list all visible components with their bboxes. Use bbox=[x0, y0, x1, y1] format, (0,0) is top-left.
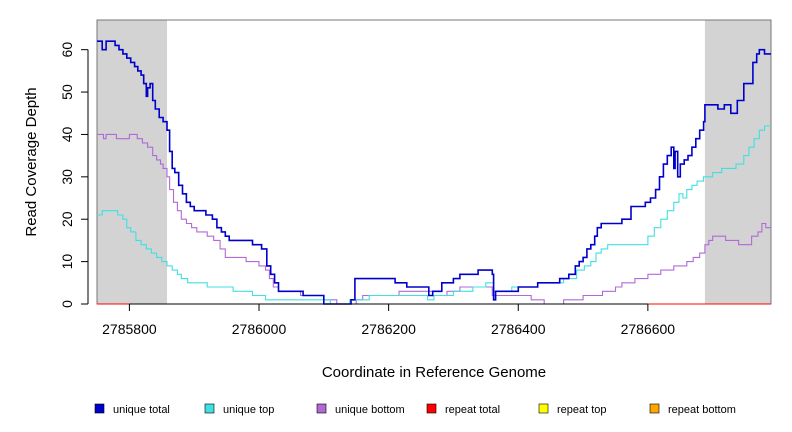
shaded-regions bbox=[97, 20, 771, 304]
x-tick-label: 2786400 bbox=[491, 321, 546, 337]
legend-label: unique total bbox=[113, 404, 170, 416]
shaded-region-2 bbox=[704, 20, 771, 304]
x-axis-title: Coordinate in Reference Genome bbox=[322, 364, 546, 381]
series-lines bbox=[97, 40, 771, 305]
x-tick-label: 2786200 bbox=[361, 321, 416, 337]
series-unique-total bbox=[97, 40, 771, 305]
y-tick-label: 30 bbox=[59, 169, 75, 185]
legend-label: repeat top bbox=[557, 404, 607, 416]
legend-swatch bbox=[94, 403, 105, 414]
y-tick-label: 50 bbox=[59, 84, 75, 100]
y-axis-title: Read Coverage Depth bbox=[23, 87, 40, 236]
legend-item-unique-bottom: unique bottom bbox=[316, 403, 405, 416]
legend-label: unique top bbox=[223, 404, 274, 416]
y-tick-label: 40 bbox=[59, 126, 75, 142]
legend-item-repeat-total: repeat total bbox=[426, 403, 500, 416]
plot-frame bbox=[96, 19, 772, 305]
x-tick-label: 2786600 bbox=[621, 321, 676, 337]
x-tick-label: 2785800 bbox=[102, 321, 157, 337]
series-unique-bottom bbox=[97, 133, 771, 305]
legend-item-unique-total: unique total bbox=[94, 403, 170, 416]
y-tick-label: 60 bbox=[59, 42, 75, 58]
y-tick-label: 20 bbox=[59, 211, 75, 227]
x-axis: 2785800 2786000 2786200 2786400 2786600 bbox=[102, 303, 676, 337]
legend-swatch bbox=[204, 403, 215, 414]
y-axis: 0 10 20 30 40 50 60 bbox=[59, 42, 89, 308]
legend-swatch bbox=[426, 403, 437, 414]
legend-label: repeat bottom bbox=[668, 404, 736, 416]
x-tick-label: 2786000 bbox=[232, 321, 287, 337]
y-tick-label: 10 bbox=[59, 254, 75, 270]
legend-label: repeat total bbox=[445, 404, 500, 416]
series-unique-top bbox=[97, 125, 771, 305]
legend-swatch bbox=[649, 403, 660, 414]
shaded-region-1 bbox=[97, 20, 167, 304]
legend: unique total unique top unique bottom repea… bbox=[94, 403, 736, 416]
y-tick-label: 0 bbox=[59, 300, 75, 308]
legend-item-unique-top: unique top bbox=[204, 403, 274, 416]
legend-item-repeat-bottom: repeat bottom bbox=[649, 403, 736, 416]
legend-swatch bbox=[316, 403, 327, 414]
legend-swatch bbox=[538, 403, 549, 414]
legend-label: unique bottom bbox=[335, 404, 405, 416]
legend-item-repeat-top: repeat top bbox=[538, 403, 607, 416]
